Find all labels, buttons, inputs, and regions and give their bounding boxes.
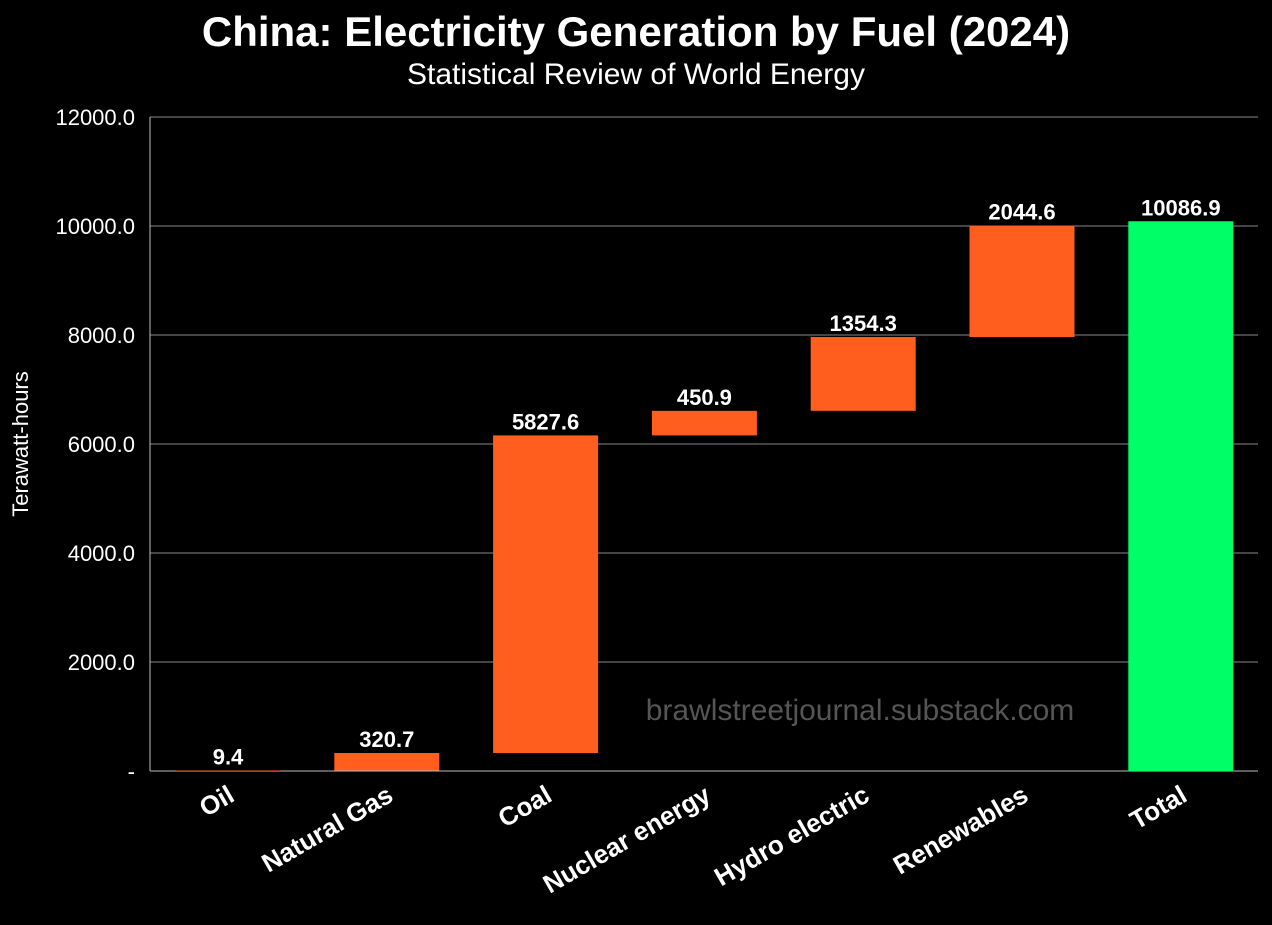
data-label: 2044.6 <box>988 200 1055 225</box>
y-tick-label: 6000.0 <box>68 432 135 457</box>
x-tick-label: Total <box>1125 779 1192 835</box>
x-tick-label: Natural Gas <box>256 779 397 878</box>
bar-total <box>1128 221 1234 772</box>
bar-natural-gas <box>334 753 440 771</box>
y-tick-label: 2000.0 <box>68 650 135 675</box>
bar-renewables <box>969 225 1075 338</box>
x-tick-label: Oil <box>194 779 239 822</box>
bar-coal <box>493 435 599 754</box>
bar-nuclear-energy <box>651 410 757 436</box>
y-tick-label: 12000.0 <box>55 105 135 130</box>
data-label: 9.4 <box>213 744 244 769</box>
y-tick-label: 10000.0 <box>55 214 135 239</box>
data-label: 450.9 <box>677 385 732 410</box>
data-label: 10086.9 <box>1141 195 1221 220</box>
data-label: 1354.3 <box>830 311 897 336</box>
data-label: 320.7 <box>359 727 414 752</box>
chart-subtitle: Statistical Review of World Energy <box>407 58 865 91</box>
y-tick-label: - <box>128 759 135 784</box>
x-tick-label: Coal <box>493 779 557 833</box>
x-tick-label: Nuclear energy <box>538 779 716 899</box>
y-axis-label: Terawatt-hours <box>8 371 33 517</box>
watermark-text: brawlstreetjournal.substack.com <box>646 694 1075 727</box>
x-tick-label: Renewables <box>888 779 1033 880</box>
y-tick-label: 4000.0 <box>68 541 135 566</box>
y-tick-label: 8000.0 <box>68 323 135 348</box>
chart-title: China: Electricity Generation by Fuel (2… <box>201 8 1071 55</box>
bar-hydro-electric <box>810 337 916 411</box>
bar-oil <box>175 770 281 771</box>
x-tick-label: Hydro electric <box>709 779 874 892</box>
data-label: 5827.6 <box>512 409 579 434</box>
